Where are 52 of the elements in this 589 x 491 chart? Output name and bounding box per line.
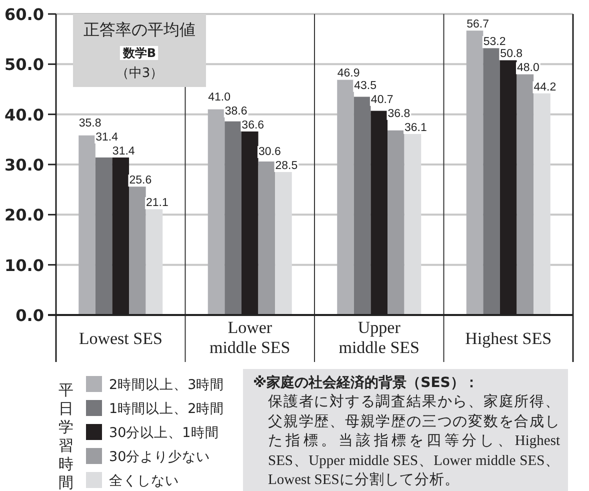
data-label: 36.1 (404, 122, 427, 134)
data-label: 28.5 (275, 160, 298, 172)
legend-label: 2時間以上、3時間 (109, 377, 224, 393)
data-label: 48.0 (516, 62, 540, 74)
data-label: 41.0 (208, 91, 230, 104)
data-label: 46.9 (337, 68, 360, 80)
bar (354, 96, 371, 315)
data-label: 25.6 (129, 174, 152, 187)
note: ※家庭の社会経済的背景（SES）： 保護者に対する調査結果から、家庭所得、父親学歴、母親学歴の三つの変数を合成した指標。当該指標を四等分し、Highest SES、Upper middle SES、Lower middle SES、Lowest SESに分割して分析。 (243, 369, 568, 491)
annotation: （中3） (116, 66, 164, 81)
data-label: 30.6 (258, 146, 281, 158)
legend-label: 30分以上、1時間 (109, 425, 219, 441)
x-tick-label: Upper middle SES (338, 318, 420, 357)
data-label: 36.6 (242, 119, 264, 132)
bar (95, 157, 112, 315)
x-tick-label: Lowest SES (78, 329, 162, 348)
data-label: 38.6 (224, 105, 248, 118)
data-label: 40.7 (370, 94, 394, 106)
x-tick-label: Lower middle SES (209, 318, 290, 357)
y-tick-label: 10.0 (4, 256, 44, 275)
data-label: 53.2 (483, 36, 506, 48)
data-label: 36.8 (388, 108, 410, 120)
bar (337, 80, 354, 315)
bar (516, 74, 534, 315)
bar (275, 172, 292, 315)
data-label: 21.1 (146, 197, 168, 210)
data-label: 35.8 (78, 117, 102, 130)
bar (224, 121, 242, 315)
title-box: 正答率の平均値 数学B （中3） (73, 14, 206, 87)
bar (258, 161, 276, 315)
legend-label: 全くしない (109, 473, 179, 489)
data-label: 31.4 (112, 145, 136, 158)
bar (388, 130, 404, 315)
y-tick-label: 60.0 (4, 5, 44, 24)
bar (208, 109, 225, 315)
chart-title: 正答率の平均値 (84, 20, 196, 39)
data-label: 56.7 (466, 18, 489, 31)
legend-label: 30分より少ない (109, 449, 210, 465)
y-tick-label: 30.0 (4, 156, 44, 174)
y-tick-label: 20.0 (4, 206, 44, 225)
legend-title: 平日学習時間 (58, 381, 74, 491)
y-tick-label: 0.0 (16, 306, 44, 325)
y-tick-label: 50.0 (4, 55, 44, 74)
bar (78, 135, 96, 315)
data-label: 43.5 (354, 80, 377, 92)
data-label: 31.4 (96, 131, 119, 144)
data-label: 50.8 (500, 48, 523, 60)
x-tick-label: Highest SES (465, 329, 552, 348)
y-tick-label: 40.0 (4, 105, 44, 124)
bar (466, 30, 484, 315)
legend-label: 1時間以上、2時間 (109, 401, 224, 417)
data-label: 44.2 (534, 81, 556, 94)
